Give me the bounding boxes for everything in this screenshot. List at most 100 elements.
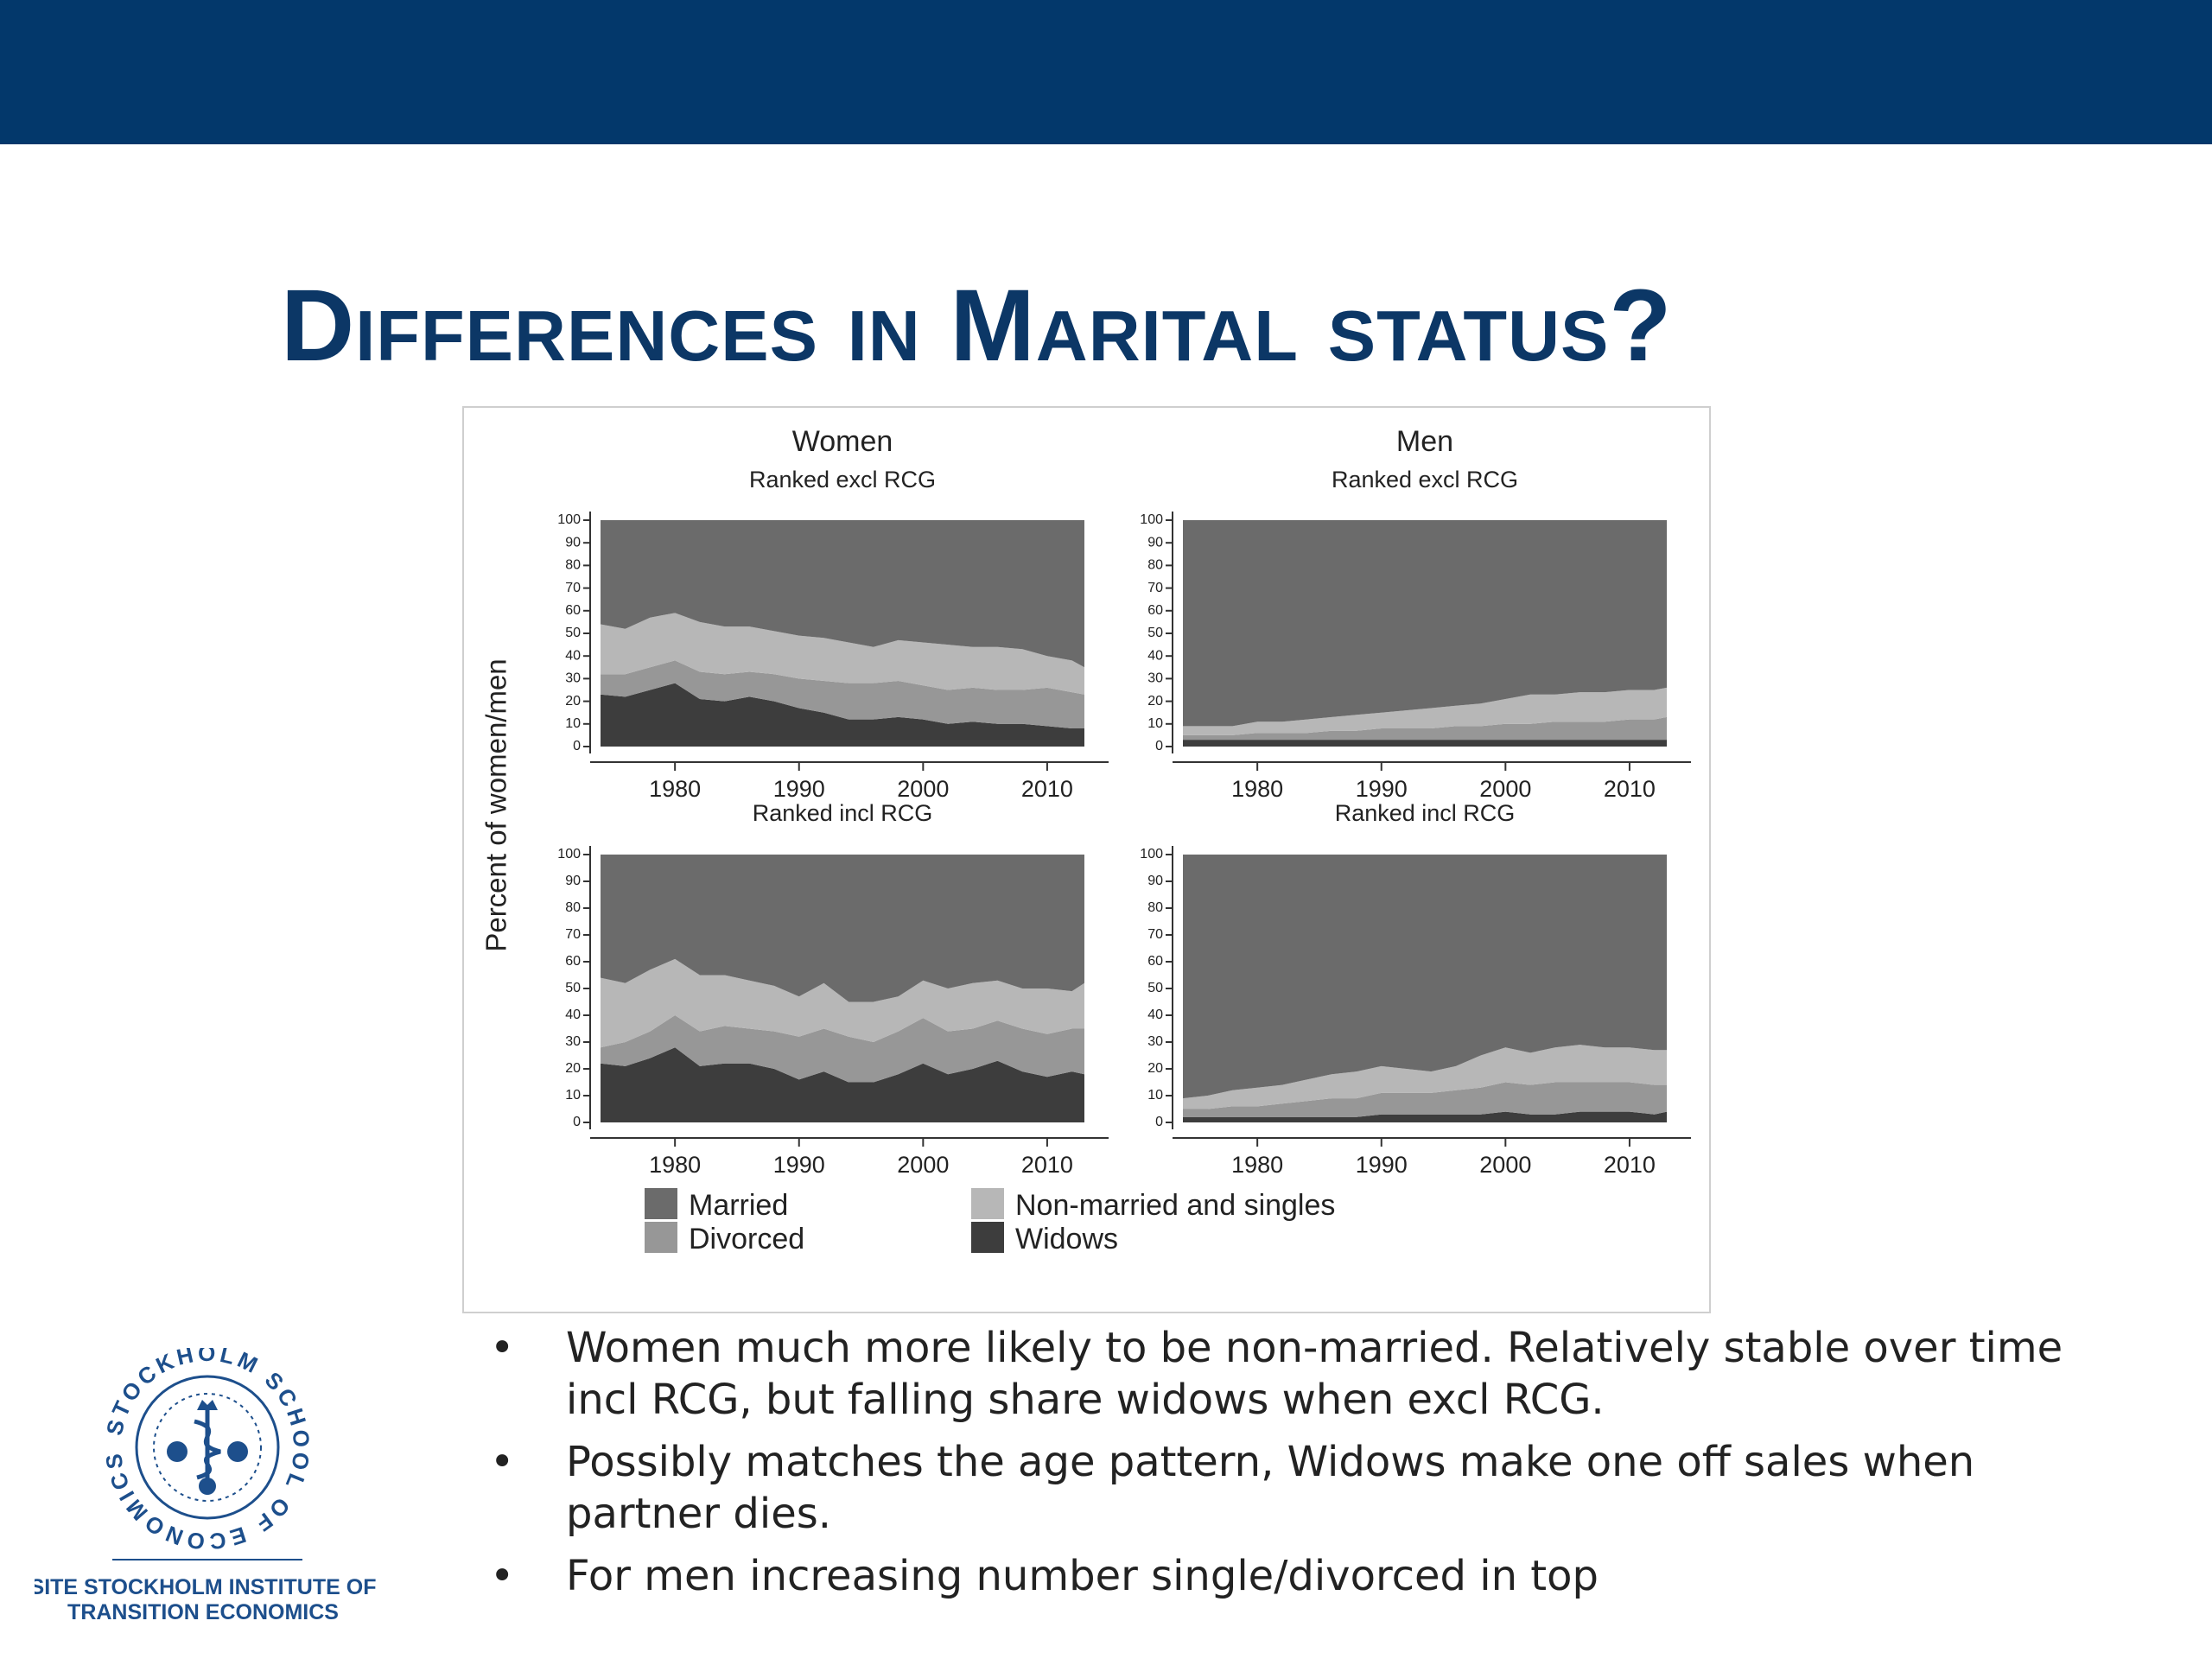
top-banner [0,0,2212,144]
y-tick-label: 80 [1147,558,1163,573]
legend-label: Widows [1015,1223,1118,1255]
area-widows [1183,1111,1667,1122]
x-tick-label: 1980 [649,776,701,802]
logo-caption-line2: TRANSITION ECONOMICS [67,1600,339,1624]
figure-frame: Percent of women/men Women Ranked excl RCG… [462,406,1711,1313]
y-tick-label: 30 [565,671,581,686]
y-tick-label: 50 [1147,626,1163,640]
y-tick-label: 90 [565,535,581,550]
area-widows [601,683,1084,747]
y-tick-label: 70 [1147,581,1163,595]
slide-title: Differences in Marital status? [281,269,1673,383]
legend-swatch [645,1222,677,1253]
area-non-married-and-singles [1183,1045,1667,1109]
y-tick-label: 30 [1147,1034,1163,1049]
y-tick-label: 0 [1155,1115,1163,1129]
y-tick-label: 10 [565,1088,581,1103]
bullet-marker: • [490,1552,515,1600]
y-tick-label: 90 [1147,535,1163,550]
y-tick-label: 0 [1155,739,1163,753]
y-tick-label: 20 [1147,694,1163,709]
y-tick-label: 20 [565,694,581,709]
x-tick-label: 1980 [1231,1152,1283,1178]
x-tick-label: 1990 [773,1152,825,1178]
sse-logo: STOCKHOLM SCHOOL OF ECONOMICS SITE STOCK… [35,1348,376,1624]
legend-label: Divorced [689,1223,804,1255]
panel-subtitle: Ranked excl RCG [1332,467,1518,493]
x-tick-label: 2000 [1479,1152,1531,1178]
x-tick-label: 1990 [773,776,825,802]
area-divorced [1183,1082,1667,1117]
legend-swatch [971,1188,1004,1219]
x-tick-label: 1990 [1356,1152,1408,1178]
logo-caption-line1: SITE STOCKHOLM INSTITUTE OF [35,1575,376,1599]
x-tick-label: 1980 [649,1152,701,1178]
y-tick-label: 100 [1140,512,1163,527]
y-tick-label: 80 [1147,900,1163,915]
y-tick-label: 10 [565,716,581,731]
area-widows [1183,740,1667,747]
bullet-item: • Possibly matches the age pattern, Widow… [471,1436,2095,1540]
y-tick-label: 60 [1147,603,1163,618]
area-non-married-and-singles [601,958,1084,1048]
y-tick-label: 50 [1147,981,1163,995]
bullet-item: • Women much more likely to be non-marrie… [471,1322,2095,1426]
y-tick-label: 40 [565,1007,581,1022]
y-tick-label: 70 [565,581,581,595]
y-tick-label: 10 [1147,716,1163,731]
x-tick-label: 2010 [1021,1152,1073,1178]
y-tick-label: 80 [565,558,581,573]
x-tick-label: 2000 [1479,776,1531,802]
y-tick-label: 50 [565,626,581,640]
y-tick-label: 40 [565,648,581,663]
y-axis-label: Percent of women/men [480,658,512,951]
y-tick-label: 100 [557,512,581,527]
legend-label: Non-married and singles [1015,1189,1335,1222]
bullet-text: Women much more likely to be non-married… [566,1324,2063,1424]
y-tick-label: 0 [573,739,581,753]
panel-title: Women [792,425,893,458]
y-tick-label: 70 [1147,927,1163,942]
y-tick-label: 100 [557,847,581,861]
area-divorced [601,660,1084,728]
x-tick-label: 1980 [1231,776,1283,802]
y-tick-label: 40 [1147,648,1163,663]
x-tick-label: 2010 [1604,1152,1656,1178]
area-married [601,855,1084,1002]
bullet-text: For men increasing number single/divorce… [566,1552,1599,1600]
panel-subtitle: Ranked incl RCG [753,800,933,826]
y-tick-label: 90 [565,874,581,888]
area-married [1183,855,1667,1099]
x-tick-label: 2010 [1604,776,1656,802]
x-tick-label: 2000 [897,776,949,802]
logo-seal: STOCKHOLM SCHOOL OF ECONOMICS [100,1348,312,1555]
area-non-married-and-singles [1183,687,1667,735]
y-tick-label: 60 [565,603,581,618]
y-tick-label: 70 [565,927,581,942]
area-married [1183,520,1667,727]
area-non-married-and-singles [601,613,1084,695]
legend-swatch [971,1222,1004,1253]
bullet-text: Possibly matches the age pattern, Widows… [566,1438,1975,1538]
y-tick-label: 30 [1147,671,1163,686]
legend-swatch [645,1188,677,1219]
bullet-marker: • [490,1438,515,1486]
area-widows [601,1047,1084,1122]
y-tick-label: 60 [565,954,581,969]
y-tick-label: 20 [565,1061,581,1076]
y-tick-label: 0 [573,1115,581,1129]
bullet-marker: • [490,1324,515,1372]
y-tick-label: 20 [1147,1061,1163,1076]
y-tick-label: 30 [565,1034,581,1049]
bullet-list: • Women much more likely to be non-marrie… [471,1322,2095,1612]
panel-subtitle: Ranked incl RCG [1335,800,1516,826]
area-married [601,520,1084,668]
bullet-item: • For men increasing number single/divorc… [471,1550,2095,1602]
y-tick-label: 50 [565,981,581,995]
y-tick-label: 90 [1147,874,1163,888]
y-tick-label: 40 [1147,1007,1163,1022]
y-tick-label: 60 [1147,954,1163,969]
y-tick-label: 80 [565,900,581,915]
panel-subtitle: Ranked excl RCG [749,467,936,493]
chart-figure: Percent of women/men Women Ranked excl RCG… [480,425,1691,1255]
